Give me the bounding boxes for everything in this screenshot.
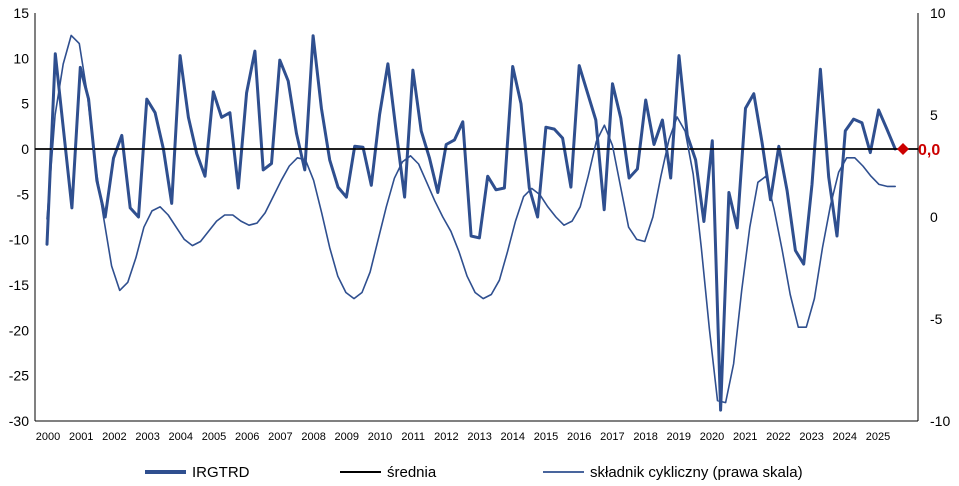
x-tick-label: 2011	[401, 431, 425, 443]
x-tick-label: 2025	[866, 431, 890, 443]
x-tick-label: 2021	[733, 431, 757, 443]
x-tick-label: 2005	[202, 431, 226, 443]
x-tick-label: 2023	[799, 431, 823, 443]
x-tick-label: 2022	[766, 431, 790, 443]
x-tick-label: 2014	[501, 431, 525, 443]
x-tick-label: 2020	[700, 431, 724, 443]
x-tick-label: 2024	[833, 431, 857, 443]
x-tick-label: 2000	[36, 431, 60, 443]
end-annotation: 0,0	[897, 142, 940, 159]
x-tick-label: 2002	[102, 431, 126, 443]
right-tick-label: 10	[930, 5, 946, 21]
right-tick-label: 0	[930, 209, 938, 225]
series-line-cyclical	[46, 34, 897, 404]
left-tick-label: -20	[9, 322, 29, 338]
x-tick-label: 2018	[633, 431, 657, 443]
x-tick-label: 2013	[467, 431, 491, 443]
end-marker	[897, 143, 909, 155]
left-tick-label: -25	[9, 368, 29, 384]
left-tick-label: 10	[13, 50, 29, 66]
left-tick-label: 0	[21, 141, 29, 157]
end-value-label: 0,0	[918, 142, 940, 159]
left-tick-label: 15	[13, 5, 29, 21]
left-tick-label: -5	[17, 186, 30, 202]
right-tick-label: 5	[930, 107, 938, 123]
left-tick-label: -30	[9, 413, 29, 429]
x-tick-label: 2008	[301, 431, 325, 443]
x-tick-label: 2010	[368, 431, 392, 443]
x-tick-label: 2012	[434, 431, 458, 443]
plot-area	[35, 34, 918, 412]
legend: IRGTRD średnia składnik cykliczny (prawa s…	[145, 464, 803, 481]
x-tick-label: 2009	[335, 431, 359, 443]
legend-label: średnia	[387, 464, 437, 481]
x-tick-label: 2019	[667, 431, 691, 443]
x-tick-label: 2003	[135, 431, 159, 443]
x-tick-label: 2004	[169, 431, 193, 443]
x-axis: 2000 2001 2002 2003 2004 2005 2006 2007 2008 2009…	[35, 420, 918, 443]
x-tick-label: 2017	[600, 431, 624, 443]
left-tick-label: 5	[21, 96, 29, 112]
right-axis: -10 -5 0 5 10	[917, 5, 950, 429]
x-tick-label: 2007	[268, 431, 292, 443]
right-tick-label: -10	[930, 413, 950, 429]
left-tick-label: -10	[9, 232, 29, 248]
x-tick-label: 2016	[567, 431, 591, 443]
left-tick-label: -15	[9, 277, 29, 293]
x-tick-label: 2006	[235, 431, 259, 443]
right-tick-label: -5	[930, 311, 943, 327]
left-axis: -30 -25 -20 -15 -10 -5 0 5 10 15	[9, 5, 36, 429]
legend-label: IRGTRD	[192, 464, 250, 481]
series-line-irgtrd	[45, 34, 897, 412]
x-tick-label: 2015	[534, 431, 558, 443]
x-tick-label: 2001	[69, 431, 93, 443]
legend-label: składnik cykliczny (prawa skala)	[590, 464, 803, 481]
